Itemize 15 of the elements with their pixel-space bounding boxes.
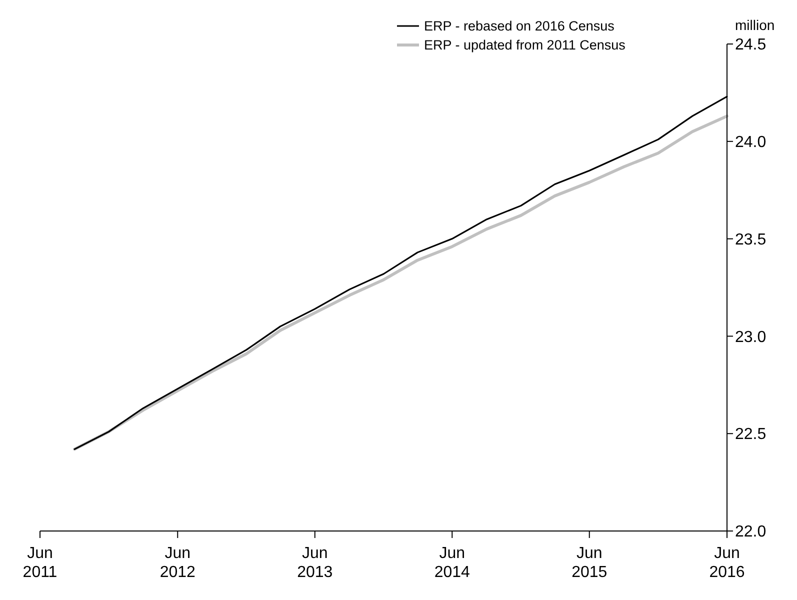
y-tick-label: 22.0 [735,524,766,541]
x-tick-label: Jun 2013 [297,545,333,581]
x-tick-label: Jun 2015 [572,545,608,581]
y-tick-label: 24.0 [735,134,766,151]
x-tick-label: Jun 2012 [160,545,196,581]
x-tick-label: Jun 2011 [22,545,58,581]
y-tick-label: 23.5 [735,231,766,248]
y-tick-label: 22.5 [735,426,766,444]
y-tick-label: 23.0 [735,328,766,346]
x-tick-label: Jun 2014 [434,545,470,581]
legend-label: ERP - rebased on 2016 Census [424,18,615,34]
y-axis-title: million [735,17,775,33]
y-tick-label: 24.5 [735,36,766,54]
x-tick-label: Jun 2016 [709,545,745,581]
legend-label: ERP - updated from 2011 Census [424,38,626,53]
